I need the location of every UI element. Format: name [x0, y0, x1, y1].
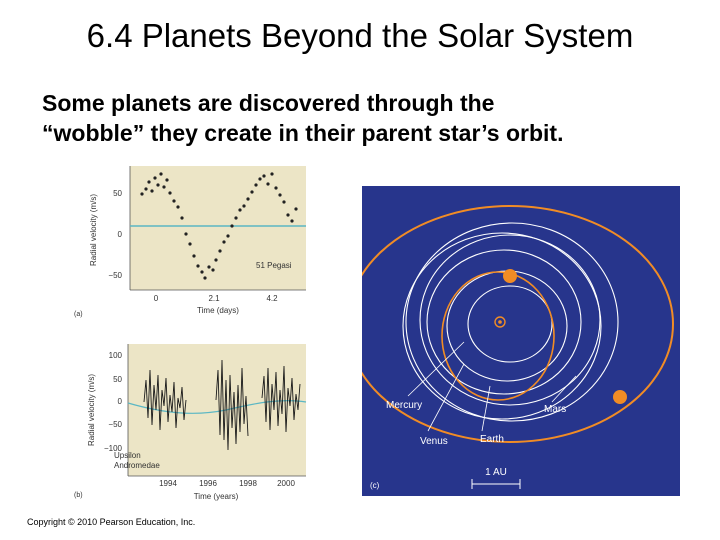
panel-c-orbit-diagram: Mercury Venus Earth Mars 1 AU (c) [362, 186, 680, 496]
panel-a-xtick-0: 0 [154, 294, 159, 303]
panel-b-ytick-50: 50 [113, 375, 122, 384]
panel-a-radial-velocity-51-pegasi: Radial velocity (m/s) 50 0 −50 51 Pegasi… [74, 166, 306, 318]
panel-a-y-axis-label: Radial velocity (m/s) [89, 194, 98, 266]
body-line-1: Some planets are discovered through the [42, 90, 495, 116]
panel-a-ytick-0: 0 [118, 230, 123, 239]
copyright-notice: Copyright © 2010 Pearson Education, Inc. [27, 517, 196, 527]
orbit-ring-6 [405, 222, 619, 422]
panel-b-star-name-line1: Upsilon [114, 451, 141, 460]
planet-label-venus: Venus [420, 436, 448, 447]
panel-a-data-points [140, 172, 298, 280]
star-marker-ring [494, 316, 506, 328]
panel-b-xtick-1996: 1996 [199, 479, 217, 488]
panel-c-label: (c) [370, 481, 380, 490]
planet-label-mercury: Mercury [386, 400, 422, 411]
panel-a-xtick-2-1: 2.1 [208, 294, 220, 303]
panel-b-x-axis-label: Time (years) [194, 492, 239, 501]
panel-a-x-axis-label: Time (days) [197, 306, 239, 315]
star-marker-dot [498, 320, 502, 324]
orbit-ring-5 [402, 232, 602, 420]
panel-a-xtick-4-2: 4.2 [266, 294, 278, 303]
planet-orbit-outer [362, 205, 674, 443]
outer-planet [613, 390, 627, 404]
panel-b-xtick-1998: 1998 [239, 479, 257, 488]
scale-bar-label: 1 AU [485, 467, 507, 478]
panel-b-ytick-neg100: −100 [104, 444, 123, 453]
orbit-ring-3 [426, 249, 582, 395]
panel-b-ytick-neg50: −50 [108, 420, 122, 429]
panel-a-star-name: 51 Pegasi [256, 261, 292, 270]
planet-orbit-inner [441, 271, 555, 401]
panel-a-plot-area [130, 166, 306, 290]
orbit-ring-1 [467, 285, 553, 363]
body-text: Some planets are discovered through the … [42, 88, 702, 148]
planet-label-mars: Mars [544, 404, 566, 415]
panel-b-y-axis-label: Radial velocity (m/s) [87, 374, 96, 446]
slide-title: 6.4 Planets Beyond the Solar System [86, 17, 634, 54]
panel-b-label: (b) [74, 492, 83, 499]
orbit-ring-4 [419, 234, 601, 406]
panel-b-xtick-1994: 1994 [159, 479, 177, 488]
planet-label-earth: Earth [480, 434, 504, 445]
scale-bar [471, 479, 521, 489]
panel-b-ytick-0: 0 [118, 397, 123, 406]
panel-c-background [362, 186, 680, 496]
panel-b-star-name-line2: Andromedae [114, 461, 160, 470]
body-line-2: “wobble” they create in their parent sta… [42, 120, 564, 146]
panel-b-xtick-2000: 2000 [277, 479, 295, 488]
panel-b-ytick-100: 100 [109, 351, 123, 360]
panel-b-data-trace [143, 359, 301, 451]
panel-a-label: (a) [74, 311, 83, 318]
panel-b-radial-velocity-upsilon-andromedae: Radial velocity (m/s) 100 50 0 −50 −100 … [74, 344, 307, 501]
inner-planet [503, 269, 517, 283]
panel-a-ytick-50: 50 [113, 189, 122, 198]
panel-a-ytick-neg50: −50 [108, 271, 122, 280]
